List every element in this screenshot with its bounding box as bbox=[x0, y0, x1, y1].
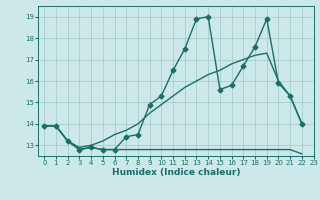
X-axis label: Humidex (Indice chaleur): Humidex (Indice chaleur) bbox=[112, 168, 240, 177]
